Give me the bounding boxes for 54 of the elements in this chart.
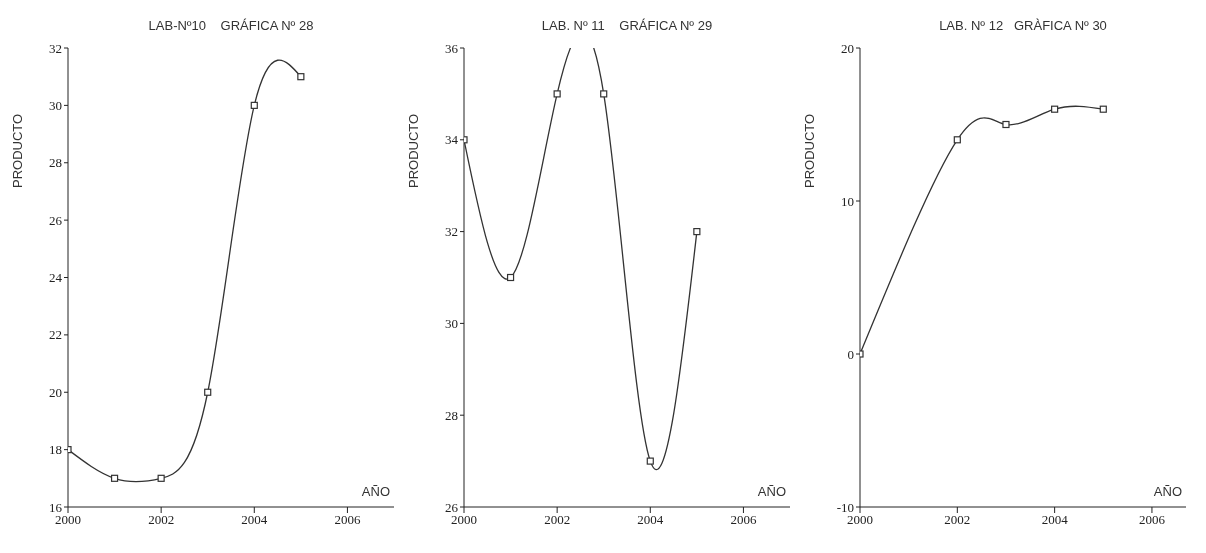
y-axis-title: PRODUCTO — [10, 113, 25, 188]
x-tick-label: 2000 — [847, 512, 873, 528]
x-tick-label: 2002 — [544, 512, 571, 528]
chart-title: LAB. Nº 11 GRÁFICA Nº 29 — [540, 18, 714, 33]
x-axis-title: AÑO — [1153, 484, 1182, 499]
y-tick-label: 30 — [49, 97, 62, 113]
x-axis-title: AÑO — [757, 484, 786, 499]
x-tick-label: 2002 — [148, 512, 175, 528]
y-axis-title: PRODUCTO — [406, 113, 421, 188]
y-tick-label: -10 — [836, 499, 854, 515]
y-tick-label: 26 — [445, 499, 459, 515]
y-tick-label: 32 — [445, 224, 458, 240]
y-tick-label: 26 — [49, 212, 63, 228]
point — [506, 273, 515, 282]
x-tick-label: 2004 — [1041, 512, 1069, 528]
point — [157, 474, 165, 482]
y-tick-label: 28 — [49, 155, 62, 171]
point — [953, 136, 961, 144]
y-tick-label: 28 — [445, 407, 458, 423]
point — [1051, 105, 1059, 113]
x-tick-label: 2004 — [241, 512, 268, 528]
y-tick-label: 34 — [445, 132, 459, 148]
point — [600, 90, 608, 98]
point — [110, 474, 119, 482]
point — [553, 90, 561, 98]
x-tick-label: 2004 — [637, 512, 664, 528]
x-tick-label: 2000 — [451, 512, 477, 528]
x-tick-label: 2000 — [55, 512, 81, 528]
y-tick-label: 10 — [841, 193, 854, 209]
y-tick-label: 16 — [49, 499, 63, 515]
x-tick-label: 2002 — [944, 512, 971, 528]
x-tick-label: 2006 — [1138, 512, 1166, 528]
y-tick-label: 30 — [445, 316, 458, 332]
chart-title: LAB-Nº10 GRÁFICA Nº 28 — [147, 18, 315, 33]
y-tick-label: 0 — [847, 346, 854, 362]
point — [1099, 105, 1107, 113]
point — [693, 228, 701, 236]
x-axis-title: AÑO — [361, 484, 390, 499]
y-tick-label: 22 — [49, 327, 62, 343]
x-tick-label: 2006 — [334, 512, 361, 528]
y-tick-label: 24 — [49, 270, 63, 286]
y-axis-title: PRODUCTO — [802, 113, 817, 188]
y-tick-label: 36 — [445, 40, 459, 56]
point — [297, 73, 305, 81]
y-tick-label: 20 — [49, 384, 62, 400]
point — [250, 101, 258, 109]
x-tick-label: 2006 — [730, 512, 757, 528]
y-tick-label: 18 — [49, 442, 62, 458]
y-tick-label: 32 — [49, 40, 62, 56]
point — [1002, 120, 1010, 129]
chart-title: LAB. Nº 12 GRÀFICA Nº 30 — [938, 18, 1108, 33]
point — [204, 388, 212, 396]
y-tick-label: 20 — [841, 40, 854, 56]
point — [646, 457, 654, 465]
